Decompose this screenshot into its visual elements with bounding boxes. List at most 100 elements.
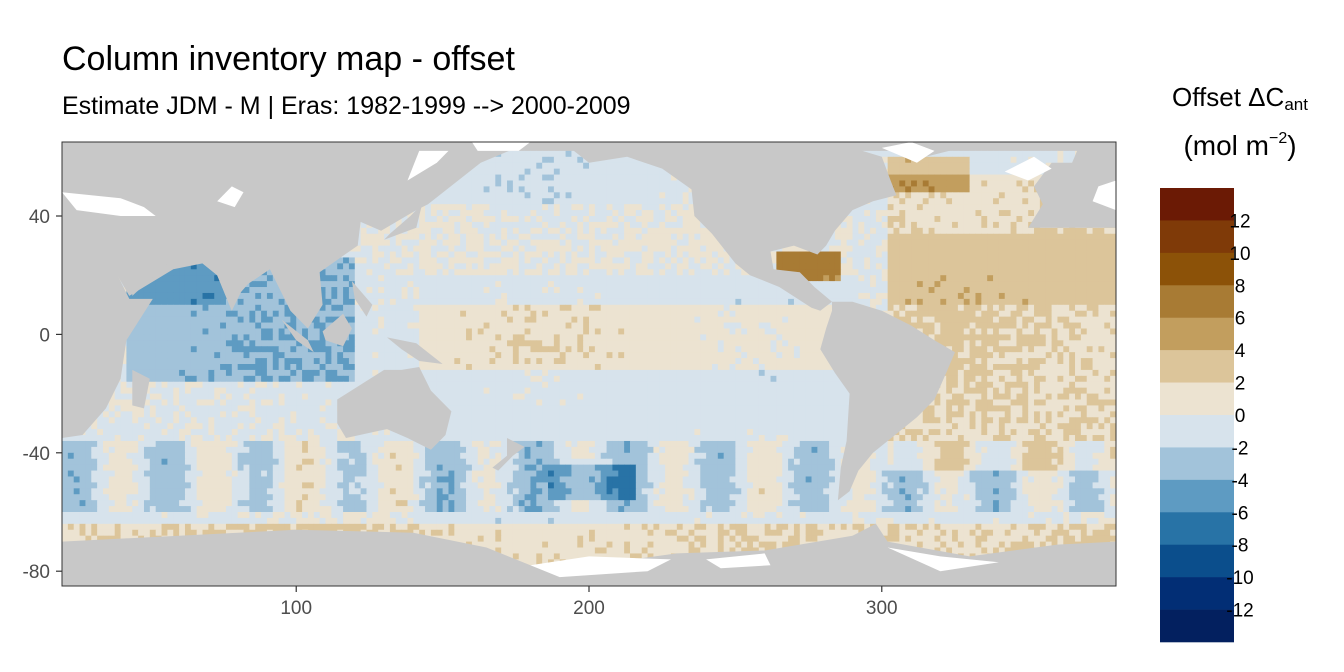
ocean-cell [899,233,906,241]
ocean-cell [325,292,332,300]
ocean-cell [776,257,783,264]
ocean-cell [606,257,613,264]
ocean-cell [887,245,894,252]
ocean-cell [460,221,467,229]
ocean-cell [911,239,918,246]
ocean-cell [993,180,1000,187]
ocean-cell [571,162,578,170]
ocean-cell [682,227,689,235]
ocean-cell [202,304,209,312]
ocean-cell [893,233,900,241]
ocean-cell [957,186,965,193]
ocean-cell [530,287,537,294]
ocean-cell [489,216,496,223]
ocean-cell [1086,287,1093,294]
ocean-cell [606,180,613,187]
ocean-cell [952,150,959,158]
ocean-cell [1063,251,1070,258]
ocean-cell [788,298,795,306]
ocean-cell [641,298,648,306]
ocean-cell [963,174,971,181]
ocean-cell [893,192,900,199]
legend-title-line-1: Offset ΔCant [1152,84,1328,113]
ocean-cell [1086,233,1093,241]
ocean-cell [957,221,965,229]
ocean-cell [659,180,666,187]
ocean-cell [665,281,672,288]
ocean-cell [717,287,725,294]
ocean-cell [1022,251,1029,258]
ocean-cell [700,245,707,252]
ocean-cell [928,227,935,235]
ocean-cell [670,221,678,229]
ocean-cell [928,257,935,264]
ocean-cell [957,210,965,217]
ocean-cell [471,186,479,193]
ocean-cell [682,304,689,312]
ocean-cell [1057,156,1064,164]
ocean-cell [548,156,555,164]
ocean-cell [700,227,707,235]
ocean-cell [348,281,356,288]
ocean-cell [993,192,1000,199]
ocean-cell [963,156,971,164]
ocean-cell [1016,174,1023,181]
ocean-cell [688,275,695,282]
ocean-cell [272,298,280,306]
ocean-cell [442,287,449,294]
ocean-cell [501,287,508,294]
ocean-cell [583,263,590,270]
ocean-cell [682,281,689,288]
ocean-cell [389,233,397,241]
ocean-cell [319,281,326,288]
ocean-cell [694,227,701,235]
ocean-cell [899,210,906,217]
ocean-cell [460,186,467,193]
ocean-cell [741,304,748,312]
ocean-cell [922,245,930,252]
ocean-cell [688,210,695,217]
ocean-cell [507,310,514,318]
ocean-cell [419,251,426,258]
ocean-cell [266,304,274,312]
ocean-cell [934,281,941,288]
ocean-cell [846,227,853,235]
ocean-cell [430,257,438,264]
ocean-cell [360,251,367,258]
ocean-cell [911,269,918,276]
ocean-cell [471,287,479,294]
ocean-cell [635,180,643,187]
ocean-cell [196,298,203,306]
ocean-cell [670,287,678,294]
ocean-cell [577,239,584,246]
ocean-cell [1039,298,1047,306]
ocean-cell [518,257,525,264]
ocean-cell [676,221,684,229]
ocean-cell [846,216,853,223]
ocean-cell [1104,227,1111,235]
ocean-cell [940,304,947,312]
ocean-cell [196,281,203,288]
ocean-cell [524,287,531,294]
ocean-cell [507,263,514,270]
ocean-cell [928,304,935,312]
ocean-cell [600,292,607,300]
ocean-cell [770,310,777,318]
ocean-cell [1016,292,1023,300]
ocean-cell [401,239,408,246]
ocean-cell [852,251,859,258]
ocean-cell [647,204,654,211]
ocean-cell [723,257,730,264]
ocean-cell [536,298,543,306]
ocean-cell [1104,287,1111,294]
ocean-cell [1004,204,1011,211]
ocean-cell [594,257,602,264]
ocean-cell [460,245,467,252]
ocean-cell [957,162,965,170]
ocean-cell [659,310,666,318]
ocean-cell [1080,251,1088,258]
ocean-cell [348,298,356,306]
ocean-cell [466,304,473,312]
ocean-cell [934,210,941,217]
ocean-cell [577,269,584,276]
